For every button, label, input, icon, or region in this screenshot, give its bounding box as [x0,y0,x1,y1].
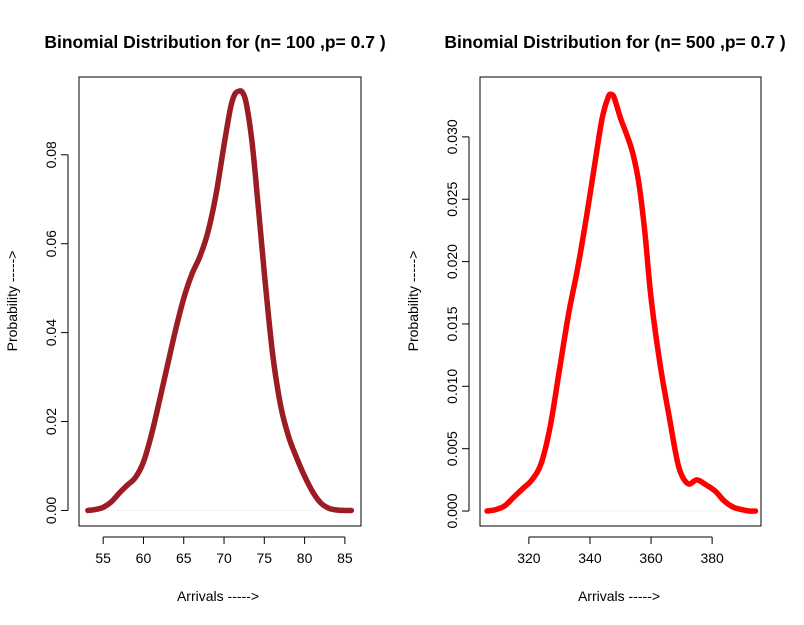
y-tick-label: 0.06 [43,230,59,257]
plot-area [484,91,759,514]
plot-area [85,88,355,514]
x-axis: 320 340 360 380 [517,536,724,566]
x-tick-label: 75 [257,550,273,566]
y-tick-label: 0.00 [43,497,59,524]
x-axis-label: Arrivals -----> [578,588,660,604]
x-tick-label: 65 [176,550,192,566]
x-axis: 55 60 65 70 75 80 85 [95,536,353,566]
y-axis: 0.000 0.005 0.010 0.015 0.020 0.025 0.030 [444,119,470,529]
y-tick-label: 0.04 [43,319,59,346]
x-tick-label: 380 [700,550,724,566]
x-tick-label: 60 [136,550,152,566]
x-tick-label: 80 [297,550,313,566]
y-axis-label: Probability -----> [405,251,421,352]
y-tick-label: 0.08 [43,141,59,168]
y-tick-label: 0.02 [43,408,59,435]
y-tick-label: 0.030 [444,119,460,154]
x-tick-label: 340 [578,550,602,566]
y-tick-label: 0.025 [444,182,460,217]
chart-panel-n500: Binomial Distribution for (n= 500 ,p= 0.… [405,32,786,604]
chart-title: Binomial Distribution for (n= 100 ,p= 0.… [44,32,385,52]
y-tick-label: 0.005 [444,431,460,466]
y-tick-label: 0.000 [444,493,460,528]
x-tick-label: 55 [95,550,111,566]
y-tick-label: 0.010 [444,369,460,404]
y-axis-label: Probability -----> [4,251,20,352]
y-tick-label: 0.015 [444,306,460,341]
x-tick-label: 360 [639,550,663,566]
plot-frame [78,76,362,527]
x-tick-label: 85 [337,550,353,566]
density-curve-n500 [484,91,759,514]
chart-panel-n100: Binomial Distribution for (n= 100 ,p= 0.… [4,32,386,604]
chart-title: Binomial Distribution for (n= 500 ,p= 0.… [444,32,785,52]
x-axis-label: Arrivals -----> [177,588,259,604]
y-tick-label: 0.020 [444,244,460,279]
x-tick-label: 320 [517,550,541,566]
plot-frame [479,76,762,527]
y-axis: 0.00 0.02 0.04 0.06 0.08 [43,141,69,524]
density-curve-n100 [85,88,355,514]
x-tick-label: 70 [216,550,232,566]
